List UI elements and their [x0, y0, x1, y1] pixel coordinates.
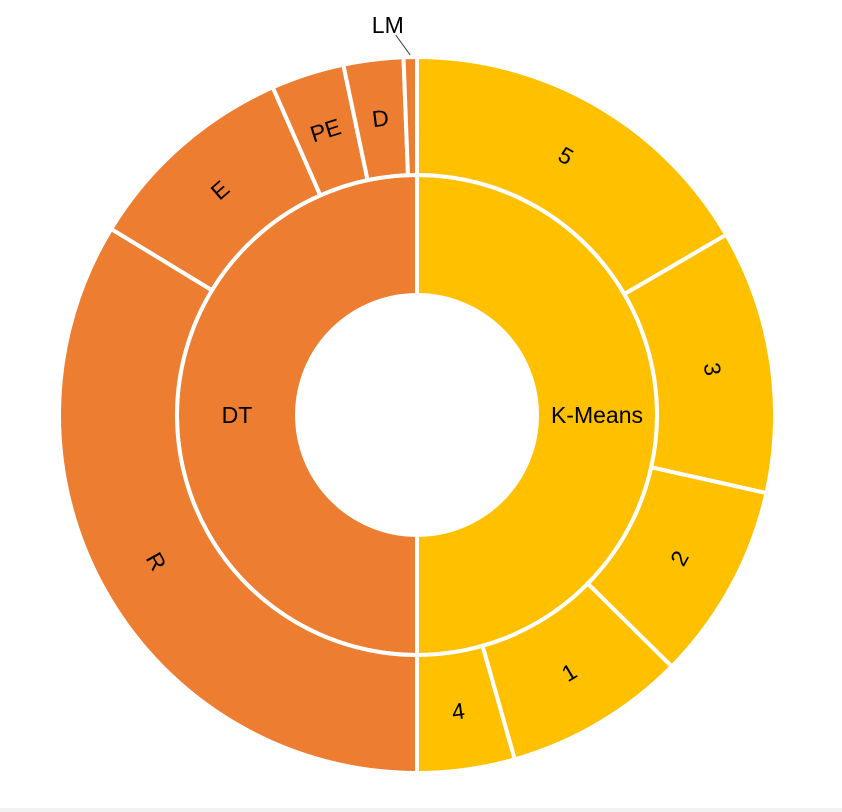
outer-label-4: 4 — [450, 697, 466, 725]
inner-label-dt: DT — [222, 402, 253, 428]
outer-segment-r — [57, 226, 419, 776]
outer-label-3: 3 — [699, 361, 727, 378]
outer-segment-lm — [401, 54, 419, 178]
outer-label-d: D — [371, 104, 391, 132]
inner-ring — [175, 172, 659, 658]
leader-line-lm — [395, 34, 411, 56]
inner-label-k-means: K-Means — [551, 402, 643, 428]
outer-ring — [57, 54, 777, 776]
outer-label-lm: LM — [372, 12, 404, 38]
bottom-divider — [0, 808, 842, 812]
